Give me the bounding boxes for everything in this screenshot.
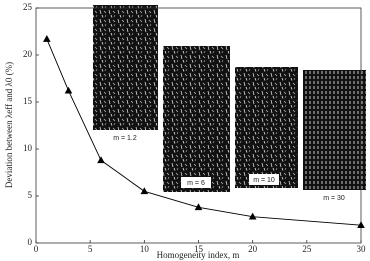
marker [357, 221, 365, 228]
marker [43, 35, 51, 42]
marker [64, 86, 73, 94]
y-tick-label: 15 [23, 96, 33, 106]
x-tick-label: 0 [34, 244, 39, 254]
y-tick-label: 10 [23, 143, 33, 153]
inset-image [163, 46, 230, 192]
y-tick-label: 5 [28, 190, 33, 200]
y-tick-label: 25 [23, 2, 33, 12]
y-tick-label: 20 [23, 49, 33, 59]
inset-label: m = 30 [323, 195, 345, 202]
x-tick-label: 30 [357, 244, 367, 254]
marker [248, 212, 257, 220]
inset-label: m = 6 [187, 180, 205, 187]
inset-label-bg [181, 177, 211, 188]
x-tick-label: 15 [194, 244, 204, 254]
x-tick-label: 10 [140, 244, 150, 254]
x-axis-label: Homogeneity index, m [157, 250, 240, 260]
inset-label-bg [249, 174, 279, 185]
insets: m = 1.2 m = 6 m = 10 m = 30 [93, 5, 366, 202]
inset-image [93, 5, 158, 130]
y-axis-label: Deviation between λeff and λ0 (%) [4, 62, 14, 188]
inset-image [235, 67, 298, 188]
marker [194, 203, 203, 211]
inset-label: m = 10 [253, 177, 275, 184]
marker [140, 187, 149, 195]
inset-label: m = 1.2 [113, 135, 137, 142]
x-tick-label: 5 [88, 244, 93, 254]
inset-image [303, 70, 366, 190]
marker [97, 156, 105, 164]
y-tick-label: 0 [28, 237, 33, 247]
x-tick-label: 20 [248, 244, 258, 254]
x-tick-label: 25 [302, 244, 312, 254]
plot: 0 5 10 15 20 25 30 0 5 10 15 20 25 [23, 2, 366, 254]
